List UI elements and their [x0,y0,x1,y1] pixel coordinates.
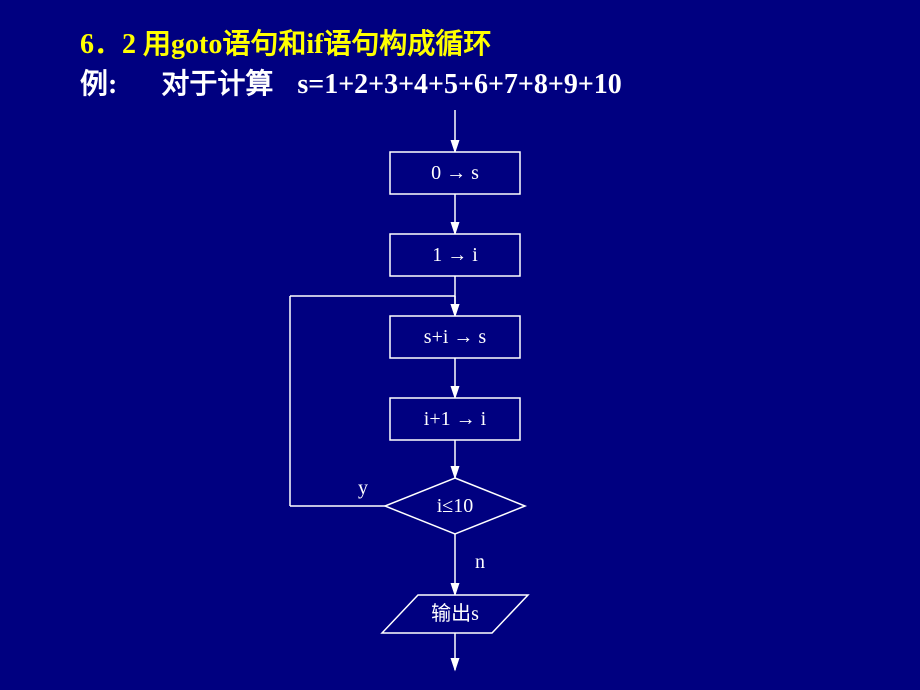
svg-text:i≤10: i≤10 [437,495,474,517]
flowchart-group: n y 0 → s 1 → i s+i → s i+1 → i i≤10 输出s [290,110,528,670]
svg-text:n: n [475,551,485,573]
svg-text:1 → i: 1 → i [432,244,478,266]
svg-text:s+i → s: s+i → s [424,326,487,348]
svg-text:i+1 → i: i+1 → i [424,408,487,430]
svg-text:y: y [358,477,368,499]
flowchart-svg: n y 0 → s 1 → i s+i → s i+1 → i i≤10 输出s [0,0,920,690]
svg-text:0 → s: 0 → s [431,162,479,184]
svg-text:输出s: 输出s [431,602,479,625]
